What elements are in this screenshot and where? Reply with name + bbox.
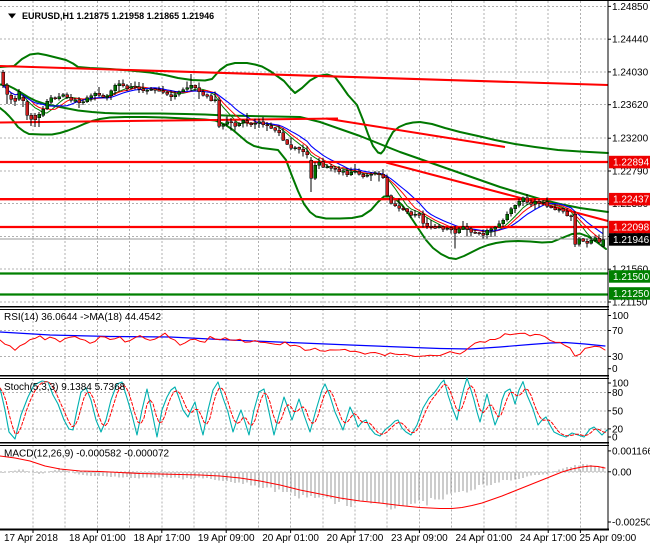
svg-text:1.23620: 1.23620 (612, 100, 649, 111)
svg-text:0: 0 (612, 433, 618, 444)
svg-text:24 Apr 17:00: 24 Apr 17:00 (520, 533, 577, 544)
svg-text:100: 100 (612, 379, 629, 390)
svg-text:18 Apr 01:00: 18 Apr 01:00 (69, 533, 126, 544)
svg-text:1.21500: 1.21500 (613, 272, 650, 283)
svg-text:1.22790: 1.22790 (612, 167, 649, 178)
svg-text:1.24440: 1.24440 (612, 35, 649, 46)
svg-text:1.21946: 1.21946 (613, 235, 650, 246)
svg-text:0.001166: 0.001166 (612, 446, 650, 457)
svg-text:1.22437: 1.22437 (613, 195, 650, 206)
svg-text:24 Apr 01:00: 24 Apr 01:00 (455, 533, 512, 544)
svg-text:EURUSD,H1 1.21875 1.21958 1.2: EURUSD,H1 1.21875 1.21958 1.21865 1.2194… (22, 11, 214, 21)
svg-text:18 Apr 17:00: 18 Apr 17:00 (133, 533, 190, 544)
svg-text:50: 50 (612, 406, 624, 417)
svg-text:19 Apr 09:00: 19 Apr 09:00 (198, 533, 255, 544)
svg-text:20: 20 (612, 424, 624, 435)
svg-text:1.24850: 1.24850 (612, 2, 649, 13)
svg-text:RSI(14) 36.0644 ->MA(18) 44.4: RSI(14) 36.0644 ->MA(18) 44.4542 (4, 312, 161, 323)
svg-text:1.23200: 1.23200 (612, 134, 649, 145)
svg-text:1.22098: 1.22098 (613, 223, 650, 234)
svg-text:100: 100 (612, 311, 629, 322)
svg-text:30: 30 (612, 352, 624, 363)
svg-text:-0.002504: -0.002504 (612, 518, 650, 529)
svg-text:MACD(12,26,9) -0.000582 -0.000: MACD(12,26,9) -0.000582 -0.000072 (4, 449, 170, 460)
svg-text:0: 0 (612, 364, 618, 375)
svg-text:70: 70 (612, 326, 624, 337)
svg-text:20 Apr 01:00: 20 Apr 01:00 (262, 533, 319, 544)
svg-text:Stoch(5,3,3) 9.1384 5.7368: Stoch(5,3,3) 9.1384 5.7368 (4, 382, 126, 393)
svg-text:1.22894: 1.22894 (613, 158, 650, 169)
svg-text:23 Apr 09:00: 23 Apr 09:00 (391, 533, 448, 544)
svg-text:1.21150: 1.21150 (612, 298, 648, 309)
svg-text:1.24030: 1.24030 (612, 67, 649, 78)
svg-text:20 Apr 17:00: 20 Apr 17:00 (327, 533, 384, 544)
svg-text:25 Apr 09:00: 25 Apr 09:00 (580, 533, 637, 544)
svg-text:80: 80 (612, 388, 624, 399)
svg-text:17 Apr 2018: 17 Apr 2018 (4, 533, 58, 544)
svg-text:1.21250: 1.21250 (613, 289, 650, 300)
svg-text:0.00: 0.00 (612, 467, 632, 478)
